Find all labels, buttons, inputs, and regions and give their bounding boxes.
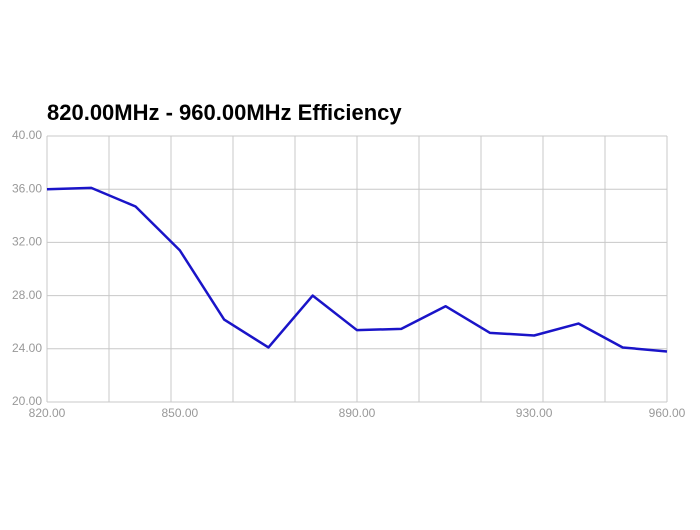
chart-title: 820.00MHz - 960.00MHz Efficiency <box>47 100 402 125</box>
x-tick-label: 820.00 <box>29 406 66 420</box>
y-tick-label: 24.00 <box>12 341 42 355</box>
y-tick-label: 28.00 <box>12 288 42 302</box>
x-tick-label: 960.00 <box>649 406 686 420</box>
y-tick-label: 20.00 <box>12 394 42 408</box>
x-tick-label: 890.00 <box>339 406 376 420</box>
data-line <box>46 186 668 353</box>
y-tick-label: 36.00 <box>12 181 42 195</box>
x-tick-label: 850.00 <box>162 406 199 420</box>
x-tick-label: 930.00 <box>516 406 553 420</box>
y-tick-label: 40.00 <box>12 128 42 142</box>
y-tick-label: 32.00 <box>12 235 42 249</box>
